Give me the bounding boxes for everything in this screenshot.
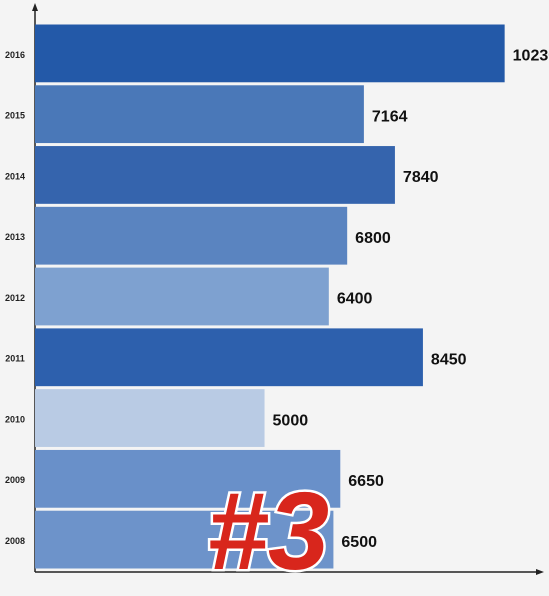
data-label: 7840 — [403, 169, 439, 186]
bar — [35, 206, 348, 265]
y-tick-label: 2014 — [5, 171, 25, 181]
bars: 2016 10230 2015 7164 2014 7840 2013 6800 2012 640… — [5, 24, 549, 569]
y-tick-label: 2015 — [5, 111, 25, 121]
data-label: 6500 — [341, 534, 377, 551]
data-label: 5000 — [273, 412, 309, 429]
bar — [35, 85, 364, 144]
bar — [35, 449, 341, 508]
bar — [35, 510, 334, 569]
y-tick-label: 2016 — [5, 50, 25, 60]
bar — [35, 24, 505, 83]
data-label: 6650 — [348, 473, 384, 490]
x-axis-arrow — [536, 569, 544, 575]
bar — [35, 146, 395, 204]
bar — [35, 389, 265, 447]
y-tick-label: 2011 — [5, 354, 25, 364]
data-label: 10230 — [513, 48, 549, 65]
y-axis-arrow — [32, 3, 38, 11]
data-label: 7164 — [372, 108, 408, 125]
y-tick-label: 2009 — [5, 475, 25, 485]
y-tick-label: 2013 — [5, 232, 25, 242]
y-tick-label: 2012 — [5, 293, 25, 303]
y-tick-label: 2008 — [5, 536, 25, 546]
bar — [35, 267, 329, 326]
y-tick-label: 2010 — [5, 414, 25, 424]
data-label: 8450 — [431, 351, 467, 368]
overlay-text: #3 — [207, 470, 329, 593]
bar — [35, 328, 423, 387]
data-label: 6400 — [337, 291, 373, 308]
data-label: 6800 — [355, 230, 391, 247]
